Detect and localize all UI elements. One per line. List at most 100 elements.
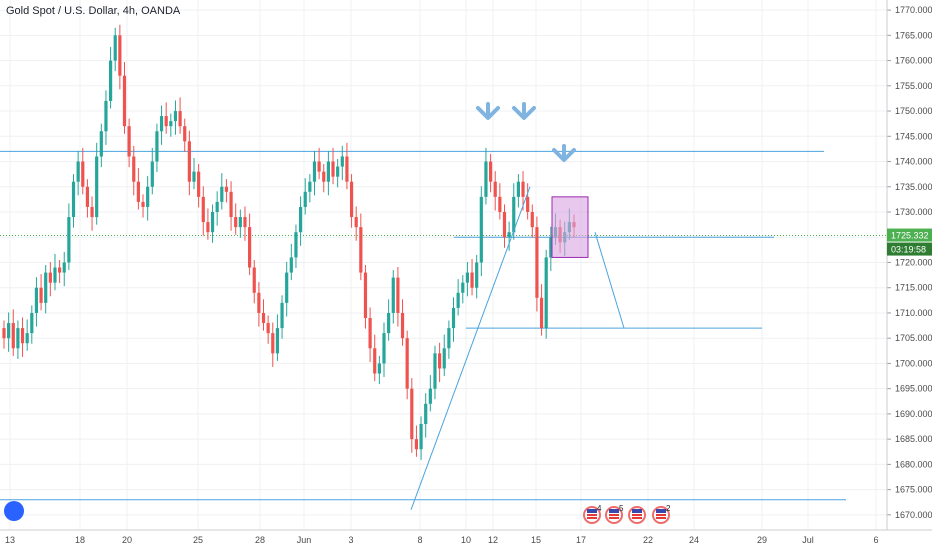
candle-body xyxy=(470,272,474,288)
candle-body xyxy=(363,272,368,318)
candle-body xyxy=(424,403,428,424)
candle-body xyxy=(544,257,548,329)
y-tick-label: 1705.000 xyxy=(895,333,932,343)
y-tick-label: 1710.000 xyxy=(895,308,932,318)
candle-body xyxy=(294,232,298,258)
y-tick-label: 1740.000 xyxy=(895,157,932,167)
candle-body xyxy=(118,35,122,76)
candle-body xyxy=(451,307,456,329)
x-tick-label: Jul xyxy=(802,535,814,545)
candle-body xyxy=(521,181,525,197)
event-count: 2 xyxy=(666,504,671,513)
candle-body xyxy=(373,348,377,374)
candle-body xyxy=(387,312,391,334)
flag-stripe xyxy=(656,517,666,519)
candle-body xyxy=(95,156,99,218)
us-flag-icon[interactable]: 4 xyxy=(583,504,602,524)
candle-body xyxy=(224,186,229,192)
candlesticks xyxy=(2,24,576,460)
y-tick-label: 1735.000 xyxy=(895,182,932,192)
x-tick-label: 13 xyxy=(5,535,15,545)
candle-body xyxy=(146,186,150,207)
flag-stripe xyxy=(632,517,642,519)
x-tick-label: 22 xyxy=(643,535,653,545)
candle-body xyxy=(11,323,15,349)
candle-body xyxy=(76,161,80,182)
candle-body xyxy=(502,212,507,238)
supply-zone-rectangle xyxy=(551,196,589,258)
candle-body xyxy=(90,206,94,218)
candle-body xyxy=(461,282,465,293)
flag-stripe xyxy=(609,517,619,519)
candle-body xyxy=(289,257,293,273)
price-axis[interactable]: 1670.000 1675.000 1680.000 1685.000 1690.000… xyxy=(886,0,932,530)
candle-body xyxy=(39,287,43,303)
economic-events[interactable]: 4 5 2 xyxy=(583,504,671,524)
y-tick-label: 1690.000 xyxy=(895,409,932,419)
candle-body xyxy=(187,141,191,182)
candle-body xyxy=(48,272,52,283)
y-tick-label: 1675.000 xyxy=(895,485,932,495)
candle-body xyxy=(433,353,437,389)
us-flag-icon[interactable]: 5 xyxy=(605,504,624,524)
trend-drawings xyxy=(410,186,625,510)
candle-body xyxy=(271,333,275,354)
candle-body xyxy=(108,60,113,101)
candle-body xyxy=(192,171,196,182)
candle-body xyxy=(238,217,242,228)
candle-body xyxy=(410,388,414,440)
candle-body xyxy=(516,181,520,197)
y-tick-label: 1755.000 xyxy=(895,81,932,91)
candle-body xyxy=(488,161,493,182)
candle-body xyxy=(308,181,312,192)
uptrend-line xyxy=(410,186,531,510)
candle-body xyxy=(512,196,516,233)
y-tick-label: 1670.000 xyxy=(895,510,932,520)
candle-body xyxy=(81,161,85,187)
projection-line xyxy=(594,232,625,329)
y-tick-label: 1700.000 xyxy=(895,358,932,368)
candle-body xyxy=(141,201,145,207)
last-price-badge xyxy=(887,228,932,242)
x-tick-label: 6 xyxy=(873,535,878,545)
candle-body xyxy=(322,171,326,182)
candle-body xyxy=(104,100,108,132)
candle-body xyxy=(122,75,127,127)
us-flag-icon[interactable]: 2 xyxy=(652,504,671,524)
candle-body xyxy=(345,156,349,182)
candle-body xyxy=(298,206,303,233)
us-flag-icon[interactable] xyxy=(628,506,646,524)
candle-body xyxy=(359,227,363,273)
candle-body xyxy=(368,318,372,349)
candle-body xyxy=(178,111,182,127)
x-tick-label: 10 xyxy=(461,535,471,545)
candle-body xyxy=(206,222,210,233)
candle-body xyxy=(475,262,479,288)
candle-body xyxy=(155,131,159,162)
x-tick-label: Jun xyxy=(297,535,312,545)
flag-stripe xyxy=(587,514,597,516)
y-tick-label: 1730.000 xyxy=(895,207,932,217)
candle-body xyxy=(303,191,307,207)
y-tick-label: 1745.000 xyxy=(895,131,932,141)
candle-body xyxy=(257,292,261,313)
candle-body xyxy=(30,312,34,334)
y-tick-label: 1720.000 xyxy=(895,257,932,267)
candle-body xyxy=(405,338,409,389)
down-arrow-icon xyxy=(512,102,536,120)
candle-body xyxy=(419,424,423,450)
x-tick-label: 20 xyxy=(122,535,132,545)
x-tick-label: 24 xyxy=(689,535,699,545)
flag-canton xyxy=(632,509,642,513)
candle-body xyxy=(34,287,39,313)
candle-body xyxy=(465,272,470,283)
candle-body xyxy=(252,267,256,293)
candle-body xyxy=(428,388,432,404)
candle-body xyxy=(197,171,201,197)
candle-body xyxy=(136,181,140,202)
candle-body xyxy=(132,156,136,182)
x-tick-label: 29 xyxy=(757,535,767,545)
candle-body xyxy=(234,217,238,228)
time-axis[interactable]: 13 18 20 25 28 Jun 3 8 10 12 15 17 22 24 29 Jul 6 xyxy=(0,529,932,545)
